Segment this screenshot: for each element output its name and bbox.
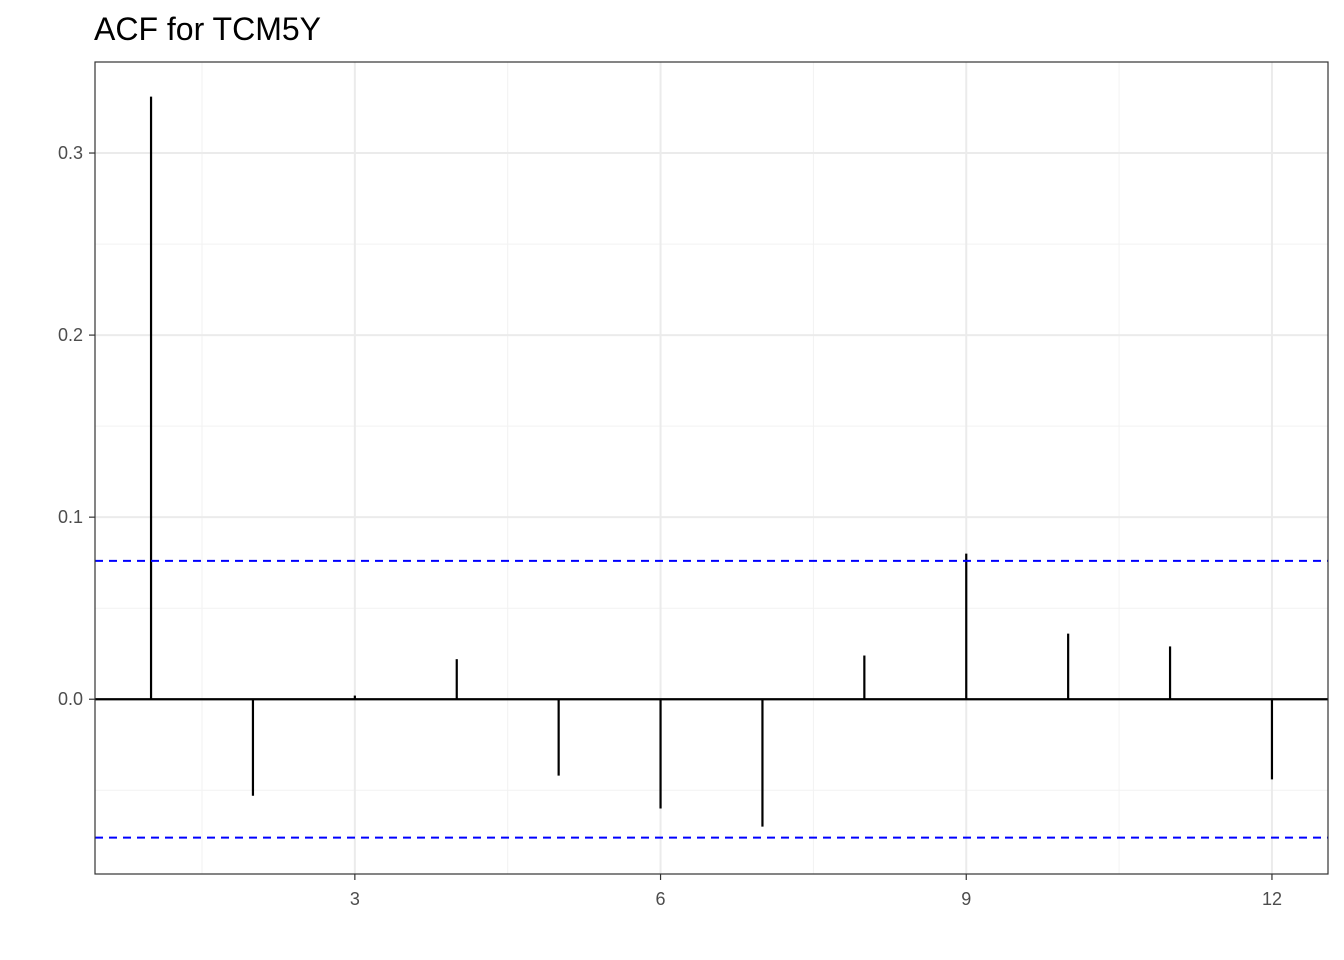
x-tick-label: 3 <box>350 889 360 909</box>
x-axis: 3 6 9 12 <box>350 874 1282 909</box>
x-tick-label: 9 <box>961 889 971 909</box>
major-gridlines <box>95 62 1328 874</box>
chart-title: ACF for TCM5Y <box>94 11 321 47</box>
y-tick-label: 0.1 <box>58 507 83 527</box>
minor-gridlines <box>95 62 1328 874</box>
x-tick-label: 12 <box>1262 889 1282 909</box>
y-tick-label: 0.0 <box>58 689 83 709</box>
y-tick-label: 0.3 <box>58 143 83 163</box>
x-tick-label: 6 <box>656 889 666 909</box>
panel-border <box>94 61 1329 875</box>
acf-spikes <box>95 96 1328 827</box>
y-axis: 0.0 0.1 0.2 0.3 <box>58 143 95 709</box>
y-tick-label: 0.2 <box>58 325 83 345</box>
confidence-bands <box>95 559 1328 839</box>
